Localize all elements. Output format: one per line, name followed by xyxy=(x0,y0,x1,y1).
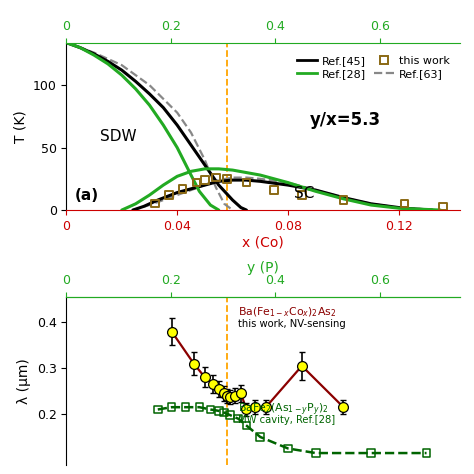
Point xyxy=(237,390,245,397)
Point xyxy=(210,381,217,388)
Point xyxy=(423,449,430,457)
Point xyxy=(220,409,228,417)
Point xyxy=(179,185,186,192)
Text: this work, NV-sensing: this work, NV-sensing xyxy=(238,319,346,329)
Point xyxy=(284,445,292,452)
Point xyxy=(215,385,222,392)
Point xyxy=(243,406,250,413)
Point xyxy=(340,403,347,411)
Point xyxy=(168,328,175,335)
Text: y/x=5.3: y/x=5.3 xyxy=(310,111,381,129)
Point xyxy=(223,175,231,182)
Point xyxy=(151,200,159,208)
Point xyxy=(367,449,375,457)
X-axis label: y (P): y (P) xyxy=(247,261,279,274)
Point xyxy=(401,200,408,208)
Point xyxy=(201,176,209,184)
Point xyxy=(196,403,203,411)
Point xyxy=(223,392,231,400)
Point xyxy=(212,174,220,182)
Point xyxy=(232,392,239,400)
Point xyxy=(226,393,234,401)
Point xyxy=(298,191,306,199)
Point xyxy=(298,362,306,370)
Point xyxy=(234,415,242,422)
Point xyxy=(220,390,228,397)
Point xyxy=(243,179,250,186)
Point xyxy=(215,407,222,415)
Point xyxy=(262,403,270,411)
Point xyxy=(251,403,258,411)
Point xyxy=(243,422,250,429)
Point xyxy=(201,374,209,381)
Point xyxy=(207,406,214,413)
Legend: Ref.[45], Ref.[28], this work, Ref.[63]: Ref.[45], Ref.[28], this work, Ref.[63] xyxy=(292,52,454,84)
Point xyxy=(270,186,278,194)
Text: BaFe$_2$(As$_{1-y}$P$_y$)$_2$: BaFe$_2$(As$_{1-y}$P$_y$)$_2$ xyxy=(238,401,328,418)
Y-axis label: T (K): T (K) xyxy=(13,110,27,143)
Text: Ba(Fe$_{1-x}$Co$_x$)$_2$As$_2$: Ba(Fe$_{1-x}$Co$_x$)$_2$As$_2$ xyxy=(238,306,337,319)
Text: (a): (a) xyxy=(75,188,99,203)
Point xyxy=(165,191,173,199)
Point xyxy=(312,449,319,457)
Text: MW cavity, Ref.[28]: MW cavity, Ref.[28] xyxy=(238,415,335,425)
Point xyxy=(154,406,162,413)
Y-axis label: λ (µm): λ (µm) xyxy=(17,358,31,404)
Point xyxy=(193,179,201,186)
Point xyxy=(226,411,234,419)
Text: SDW: SDW xyxy=(100,129,136,145)
X-axis label: x (Co): x (Co) xyxy=(242,236,284,250)
Point xyxy=(190,360,198,367)
Point xyxy=(439,202,447,210)
Point xyxy=(182,403,189,411)
Point xyxy=(168,403,175,411)
Point xyxy=(256,433,264,441)
Text: SC: SC xyxy=(293,186,314,201)
Point xyxy=(340,196,347,204)
